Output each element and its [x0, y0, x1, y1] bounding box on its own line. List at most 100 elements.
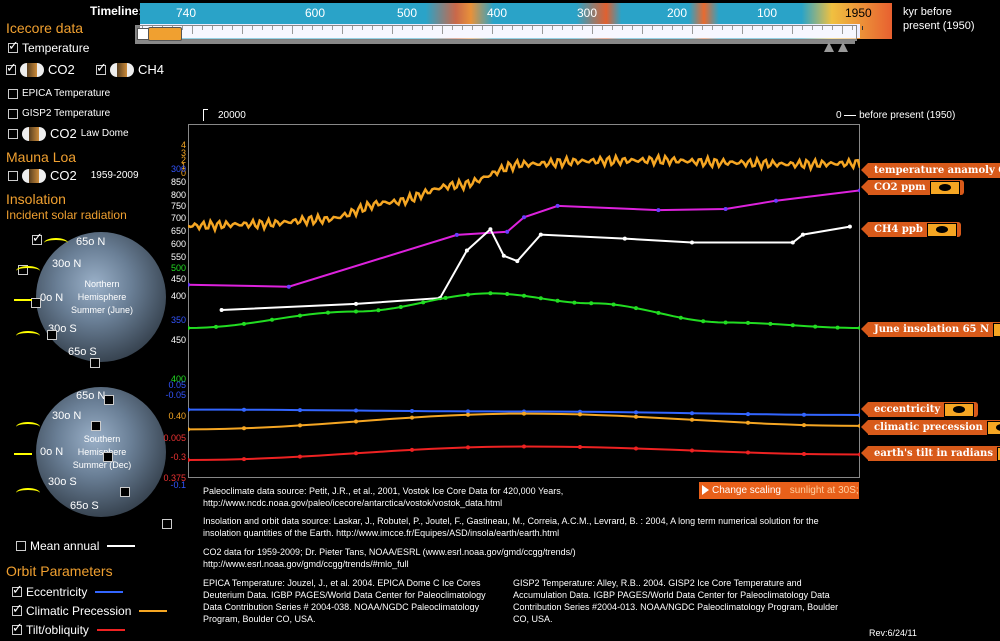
lat-65n-dec-checkbox[interactable] [104, 395, 115, 405]
co2-checkbox[interactable] [6, 60, 17, 76]
gisp2-source: GISP2 Temperature: Alley, R.B.. 2004. GI… [513, 578, 839, 624]
data-point [188, 458, 190, 462]
lat-30s-june-checkbox[interactable] [47, 330, 58, 340]
co2-tag-label: CO2 ppm [874, 182, 926, 193]
y-tick-label: 450 [170, 274, 186, 284]
data-point [515, 259, 520, 264]
temperature-option[interactable]: Temperature [8, 38, 89, 55]
june-insolation-tag[interactable]: June insolation 65 N [860, 322, 1000, 337]
data-point [589, 301, 594, 306]
eccentricity-label: Eccentricity [26, 585, 88, 599]
lat-65s-dec-checkbox[interactable] [162, 519, 173, 529]
epica-checkbox[interactable] [8, 88, 18, 99]
lat-30s-dec-checkbox[interactable] [119, 487, 130, 497]
precession-tag[interactable]: climatic precession [861, 420, 1000, 435]
data-point [219, 308, 224, 312]
eccentricity-checkbox[interactable] [12, 582, 23, 598]
data-point [188, 407, 190, 412]
timeline-tick-label: 100 [757, 6, 778, 20]
eye-icon[interactable] [926, 222, 957, 237]
eccentricity-option[interactable]: Eccentricity [12, 582, 124, 599]
y-tick-label: 700 [170, 213, 186, 223]
precession-checkbox[interactable] [12, 601, 23, 617]
gisp2-option[interactable]: GISP2 Temperature [8, 108, 110, 119]
data-point [774, 198, 778, 203]
co2-tag[interactable]: CO2 ppm [861, 180, 964, 195]
data-point [538, 232, 543, 237]
lat-label: 0o N [40, 292, 64, 304]
play-icon [702, 485, 709, 496]
data-point [656, 208, 661, 213]
data-point [488, 227, 493, 232]
eye-icon[interactable] [993, 322, 1000, 337]
tilt-option[interactable]: Tilt/obliquity [12, 620, 125, 637]
gisp2-checkbox[interactable] [8, 108, 18, 119]
data-point [354, 419, 358, 424]
temperature-tag-label: temperature anamoly C [874, 165, 1000, 176]
eye-icon[interactable] [929, 180, 960, 195]
lat-65s-june-checkbox[interactable] [89, 358, 100, 368]
data-point [410, 447, 414, 452]
tilt-checkbox[interactable] [12, 620, 23, 636]
data-point [690, 240, 694, 245]
eye-icon[interactable] [986, 420, 1000, 435]
temperature-tag[interactable]: temperature anamoly C [860, 163, 1000, 178]
mauna-loa-years: 1959-2009 [90, 170, 139, 181]
y-tick-label: 1 [180, 161, 186, 171]
y-tick-label: 450 [170, 335, 186, 345]
data-point [746, 320, 750, 325]
law-dome-co2-label: CO2 [50, 126, 77, 141]
timeline-end-marker-right[interactable] [838, 42, 848, 52]
y-tick-label: 650 [170, 226, 186, 236]
co2-option[interactable]: CO2 [6, 60, 75, 77]
series-line [188, 152, 860, 234]
data-point [634, 446, 638, 451]
insolation-heading: Insolation [6, 191, 66, 207]
eccentricity-tag[interactable]: eccentricity [860, 402, 979, 417]
ch4-option[interactable]: CH4 [96, 60, 164, 77]
lat-65n-june-checkbox[interactable] [32, 230, 43, 246]
timeline-tick-label: 300 [577, 6, 598, 20]
data-point [847, 224, 852, 229]
timeline-end-marker-left[interactable] [824, 42, 834, 52]
mauna-loa-co2-label: CO2 [50, 168, 77, 183]
data-point [701, 319, 706, 324]
precession-option[interactable]: Climatic Precession [12, 601, 168, 618]
eye-icon[interactable] [944, 402, 975, 417]
y-tick-label: 300 [170, 164, 186, 174]
data-point [488, 291, 493, 296]
mean-annual-line [107, 545, 136, 547]
data-point [354, 309, 358, 314]
plot-right-value: 0 [836, 110, 842, 121]
ch4-tag[interactable]: CH4 ppb [861, 222, 961, 237]
lat-0n-dec-checkbox[interactable] [103, 452, 114, 462]
data-point [242, 321, 246, 326]
change-scaling-button[interactable]: Change scaling sunlight at 30S; [699, 482, 859, 499]
ch4-checkbox[interactable] [96, 60, 107, 76]
lat-label: 30o N [52, 410, 82, 422]
timeline-selection-window[interactable] [135, 25, 857, 41]
law-dome-checkbox[interactable] [8, 128, 18, 139]
mauna-loa-option[interactable]: CO2 1959-2009 [8, 168, 139, 183]
timeline-play-button[interactable] [148, 27, 182, 41]
temperature-checkbox[interactable] [8, 38, 19, 54]
main-plot[interactable] [188, 124, 860, 478]
mean-annual-option[interactable]: Mean annual [16, 539, 136, 553]
tilt-tag[interactable]: earth's tilt in radians [861, 446, 1000, 461]
y-tick-label: 0.05 [168, 380, 186, 390]
timeline-label: Timeline: [90, 4, 143, 18]
law-dome-option[interactable]: CO2 Law Dome [8, 126, 129, 141]
epica-option[interactable]: EPICA Temperature [8, 88, 110, 99]
data-point [790, 323, 795, 328]
lat-0n-june-checkbox[interactable] [30, 298, 41, 308]
eccentricity-line [95, 591, 124, 593]
mauna-loa-checkbox[interactable] [8, 170, 18, 181]
lat-30n-dec-checkbox[interactable] [90, 421, 101, 431]
sun-arrow-icon [14, 453, 32, 455]
tilt-tag-label: earth's tilt in radians [874, 448, 993, 459]
timeline-scrollbar[interactable] [135, 41, 855, 44]
data-point [242, 407, 246, 412]
eye-icon[interactable] [996, 446, 1000, 461]
precession-label: Climatic Precession [26, 604, 132, 618]
mean-annual-checkbox[interactable] [16, 541, 26, 551]
